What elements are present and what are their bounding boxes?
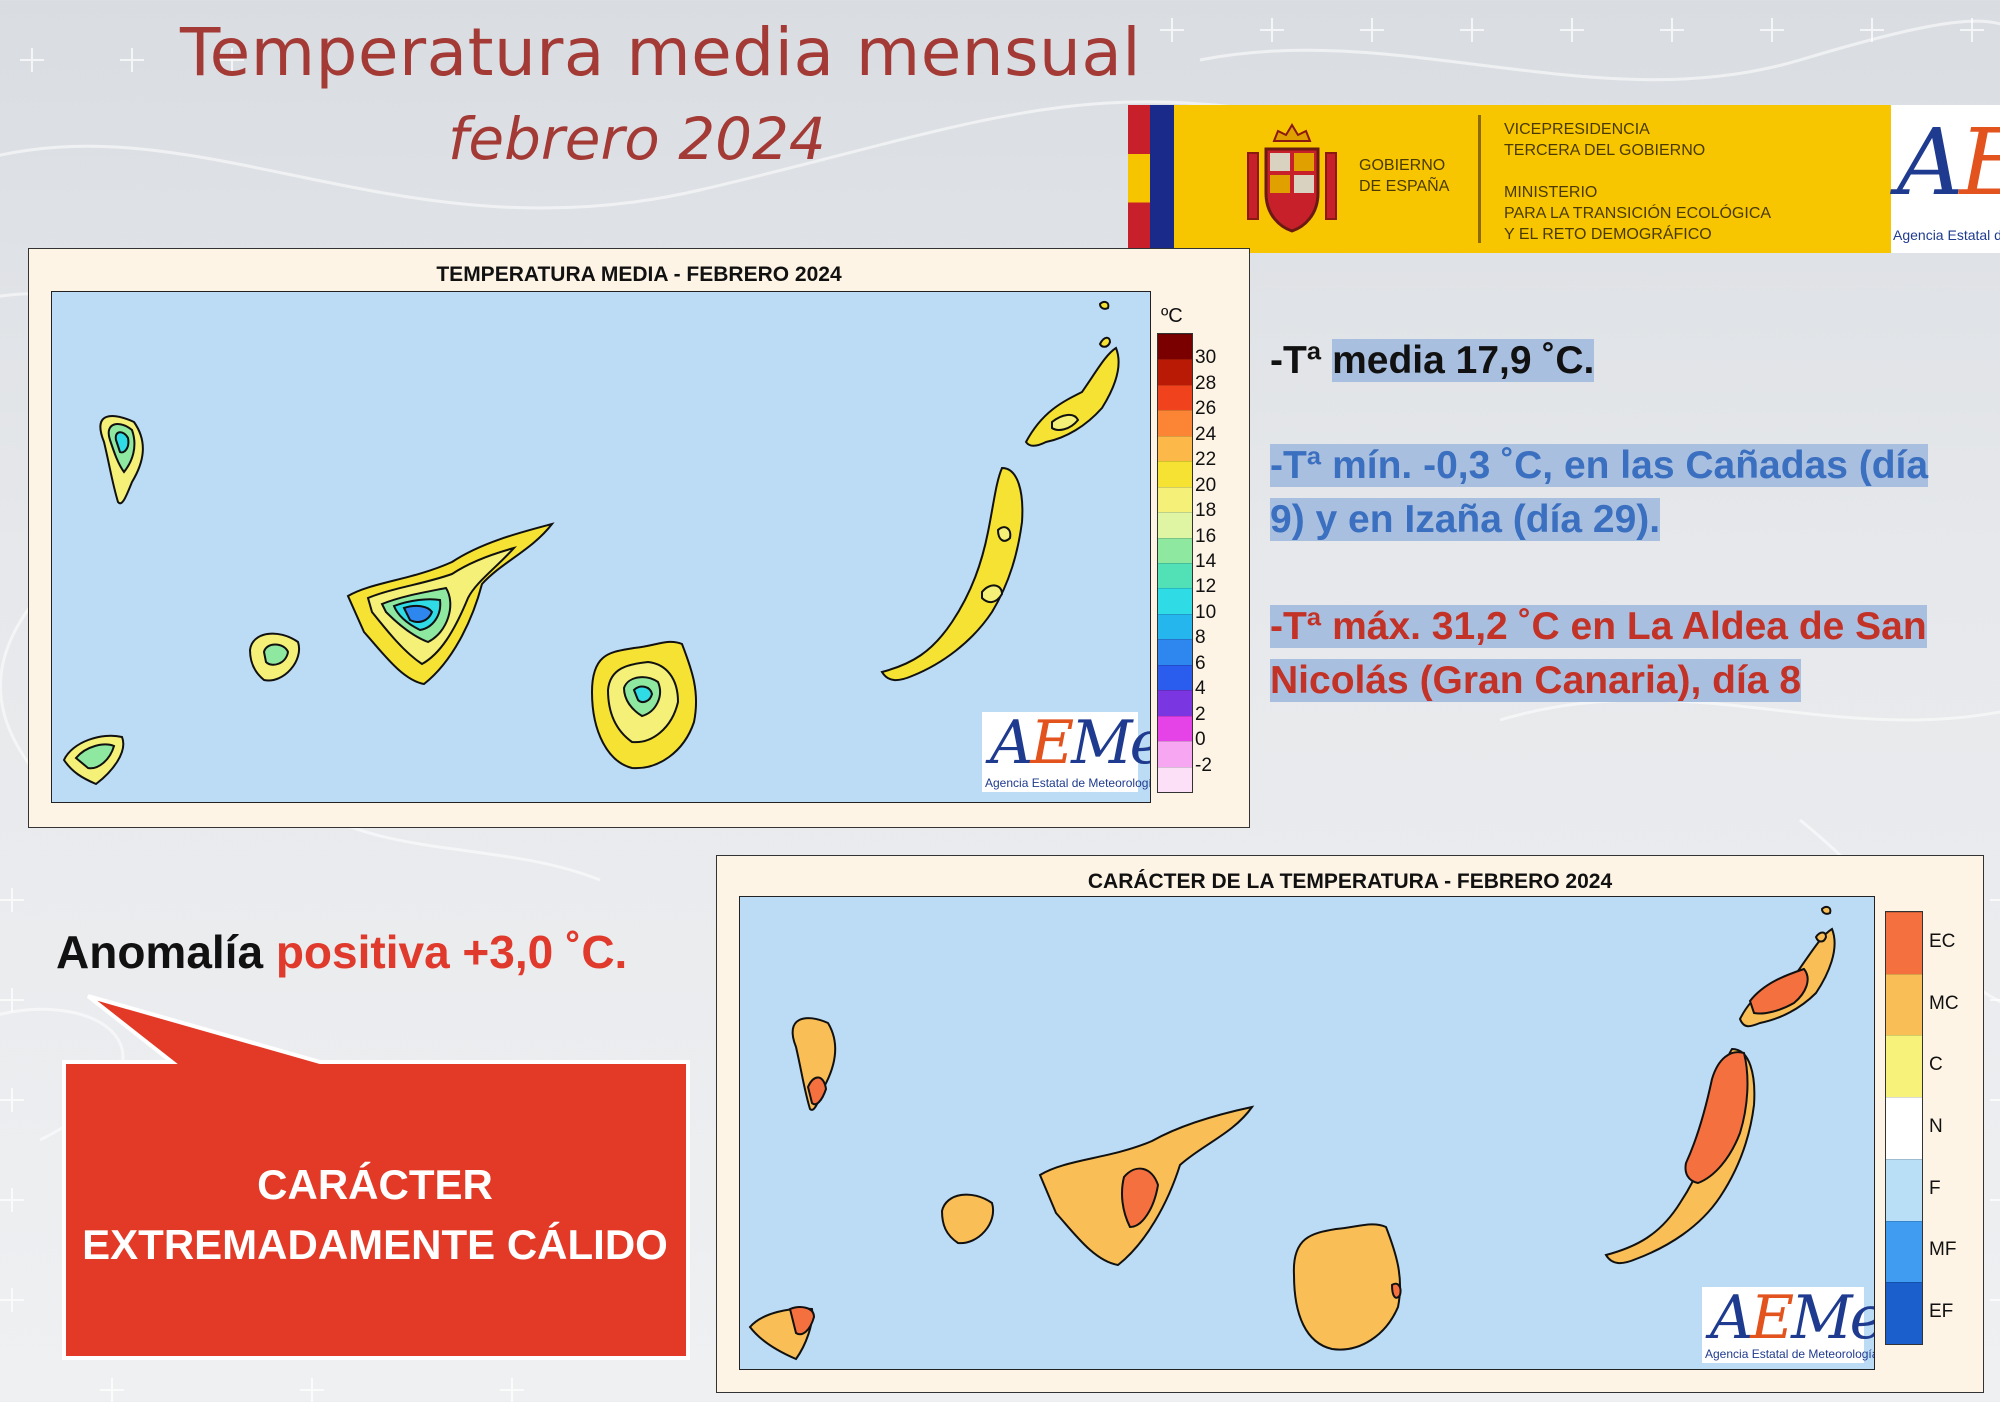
temperature-legend-swatch (1158, 384, 1192, 411)
temperature-legend-label: 4 (1195, 678, 1206, 700)
island-la-gomera (940, 1193, 995, 1245)
government-name: GOBIERNO DE ESPAÑA (1359, 157, 1450, 195)
temperature-legend-label: 20 (1195, 474, 1217, 496)
aemet-logo-caption: Agencia Estatal de Meteorología (1893, 227, 2000, 243)
character-legend-label: MC (1929, 992, 1959, 1014)
temperature-legend-swatch (1158, 690, 1192, 716)
temperature-legend-label: 26 (1195, 398, 1217, 420)
temperature-map: AEMet Agencia Estatal de Meteorología (51, 291, 1151, 803)
temperature-map-panel: TEMPERATURA MEDIA - FEBRERO 2024 (28, 248, 1250, 828)
aemet-wordmark: AEMet (990, 708, 1150, 778)
island-lanzarote (1024, 346, 1120, 447)
temperature-legend-swatch (1158, 359, 1192, 385)
temperature-legend-label: 22 (1195, 449, 1217, 471)
temperature-legend-swatch (1158, 664, 1192, 691)
character-legend-label: C (1929, 1054, 1943, 1076)
character-legend-swatch (1886, 973, 1922, 1036)
character-legend-label: F (1929, 1177, 1941, 1199)
temperature-legend-swatch (1158, 715, 1192, 742)
temperature-legend-label: 16 (1195, 525, 1217, 547)
page-title: Temperatura media mensual (180, 14, 1142, 91)
temperature-map-islands (62, 300, 1120, 786)
character-legend-swatch (1886, 1158, 1922, 1221)
character-map-logo: AEMet Agencia Estatal de Meteorología (1702, 1283, 1874, 1363)
temperature-legend-label: 6 (1195, 652, 1206, 674)
eu-stripe (1150, 105, 1174, 253)
temperature-legend-swatch (1158, 639, 1192, 665)
stat-max-temperature: -Tª máx. 31,2 ˚C en La Aldea de San Nico… (1270, 605, 1927, 702)
character-map-title: CARÁCTER DE LA TEMPERATURA - FEBRERO 202… (1087, 870, 1613, 893)
temperature-legend-label: 2 (1195, 703, 1206, 725)
temperature-legend-label: 28 (1195, 372, 1217, 394)
temperature-legend-label: 10 (1195, 601, 1217, 623)
anomaly-text: Anomalía positiva +3,0 ˚C. (56, 926, 628, 978)
character-legend-swatch (1886, 912, 1922, 974)
island-gran-canaria (1292, 1223, 1402, 1351)
temperature-map-logo-caption: Agencia Estatal de Meteorología (985, 776, 1151, 790)
temperature-legend (1157, 333, 1193, 793)
temperature-legend-label: 0 (1195, 729, 1206, 751)
character-legend-label: N (1929, 1116, 1943, 1137)
temperature-legend-label: 12 (1195, 576, 1217, 598)
page-subtitle: febrero 2024 (448, 105, 826, 173)
temperature-legend-swatch (1158, 537, 1192, 563)
government-band: GOBIERNO DE ESPAÑA VICEPRESIDENCIA TERCE… (1174, 105, 1891, 253)
temperature-legend-swatch (1158, 741, 1192, 767)
character-map: AEMet Agencia Estatal de Meteorología (739, 896, 1875, 1370)
aemet-wordmark: AEMet (1710, 1283, 1874, 1353)
character-map-panel: CARÁCTER DE LA TEMPERATURA - FEBRERO 202… (716, 855, 1984, 1393)
temperature-legend-swatch (1158, 486, 1192, 513)
ministry-name: VICEPRESIDENCIA TERCERA DEL GOBIERNO MIN… (1504, 121, 1772, 243)
coat-of-arms-icon (1247, 123, 1337, 233)
character-legend-label: EC (1929, 930, 1956, 952)
character-legend-swatch (1886, 1220, 1922, 1283)
aemet-logo: AEMet Agencia Estatal de Meteorología (1891, 105, 2000, 253)
character-legend-swatch (1886, 1097, 1922, 1159)
character-legend (1885, 911, 1923, 1345)
character-legend-swatch (1886, 1282, 1922, 1344)
character-legend-swatch (1886, 1035, 1922, 1098)
island-fuerteventura (880, 466, 1024, 682)
stat-min-temperature: -Tª mín. -0,3 ˚C, en las Cañadas (día 9)… (1270, 444, 1929, 541)
temperature-legend-label: 30 (1195, 347, 1217, 369)
character-map-logo-caption: Agencia Estatal de Meteorología (1705, 1347, 1875, 1361)
banner-divider (1478, 115, 1481, 243)
temperature-legend-label: 8 (1195, 627, 1206, 649)
temperature-map-title: TEMPERATURA MEDIA - FEBRERO 2024 (436, 263, 842, 286)
temperature-legend-swatch (1158, 512, 1192, 538)
character-legend-label: EF (1929, 1301, 1954, 1323)
temperature-legend-swatch (1158, 613, 1192, 640)
temperature-legend-label: 24 (1195, 423, 1217, 445)
temperature-legend-unit: ºC (1161, 305, 1183, 327)
temperature-legend-swatch (1158, 334, 1192, 360)
temperature-legend-swatch (1158, 563, 1192, 589)
character-callout-box (62, 994, 690, 1360)
temperature-legend-swatch (1158, 435, 1192, 462)
temperature-legend-label: 14 (1195, 551, 1217, 572)
government-banner: GOBIERNO DE ESPAÑA VICEPRESIDENCIA TERCE… (1128, 105, 2000, 253)
temperature-legend-swatch (1158, 461, 1192, 487)
temperature-legend-swatch (1158, 766, 1192, 792)
temperature-legend-label: -2 (1195, 754, 1212, 776)
temperature-legend-label: 18 (1195, 500, 1217, 522)
character-callout-text: CARÁCTER EXTREMADAMENTE CÁLIDO (82, 1161, 668, 1268)
character-map-islands (748, 905, 1836, 1361)
character-legend-label: MF (1929, 1239, 1957, 1261)
aemet-logo-wordmark: AEMet (1897, 109, 2000, 216)
temperature-map-logo: AEMet Agencia Estatal de Meteorología (982, 708, 1150, 792)
stat-mean-temperature: -Tª media 17,9 ˚C. (1270, 339, 1595, 382)
temperature-legend-swatch (1158, 410, 1192, 436)
temperature-legend-swatch (1158, 588, 1192, 614)
